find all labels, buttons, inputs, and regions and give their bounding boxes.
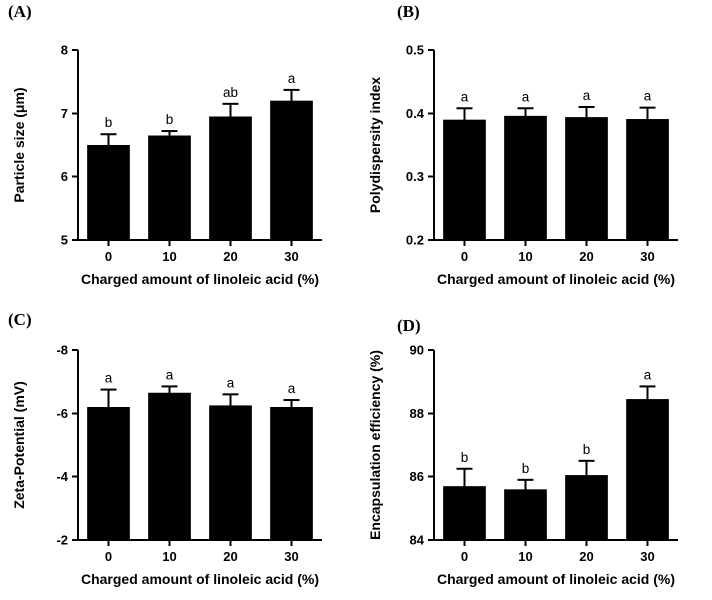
- x-tick-label: 20: [223, 549, 237, 564]
- sig-letter: a: [105, 371, 113, 386]
- y-tick-label: 84: [410, 533, 425, 548]
- x-tick-label: 30: [640, 549, 654, 564]
- bar-0: [87, 407, 130, 540]
- chart-polydispersity-index: 0.2 0.3 0.4 0.5 a 0 a 10 a 20 a 30 Charged amount of…: [367, 43, 678, 287]
- chart-encapsulation-efficiency: 84 86 88 90 b 0 b 10 b 20 a 30 Charged amount of lin…: [367, 343, 678, 587]
- bar-0: [443, 119, 486, 240]
- x-tick-label: 10: [162, 549, 176, 564]
- x-tick-label: 0: [105, 549, 112, 564]
- y-tick-label: 0.2: [406, 233, 424, 248]
- y-axis-title: Polydispersity index: [367, 77, 383, 213]
- panel-label-a: (A): [8, 2, 32, 21]
- sig-letter: a: [227, 375, 235, 390]
- panel-zeta-potential: (C) -2 -4 -6 -8 a 0 a 10 a 20 a 30 Charged amount of…: [0, 300, 356, 600]
- x-tick-label: 0: [461, 249, 468, 264]
- y-tick-label: 0.4: [406, 106, 425, 121]
- x-axis-title: Charged amount of linoleic acid (%): [81, 271, 319, 287]
- y-tick-label: 8: [61, 43, 68, 58]
- x-tick-label: 0: [105, 249, 112, 264]
- sig-letter: a: [288, 71, 296, 86]
- bar-30: [626, 119, 669, 240]
- chart-zeta-potential: -2 -4 -6 -8 a 0 a 10 a 20 a 30 Charged amount of lin…: [11, 343, 322, 587]
- sig-letter: b: [461, 450, 469, 465]
- y-tick-label: 7: [61, 106, 68, 121]
- panel-label-c: (C): [8, 310, 32, 329]
- x-tick-label: 30: [640, 249, 654, 264]
- sig-letter: a: [461, 89, 469, 104]
- panel-label-b: (B): [397, 2, 420, 21]
- bar-20: [565, 117, 608, 240]
- y-axis-title: Encapsulation efficiency (%): [367, 350, 383, 540]
- bar-0: [87, 145, 130, 240]
- y-tick-label: 0.3: [406, 169, 424, 184]
- x-tick-label: 0: [461, 549, 468, 564]
- y-tick-label: 6: [61, 169, 68, 184]
- bar-20: [565, 475, 608, 540]
- x-axis-title: Charged amount of linoleic acid (%): [81, 571, 319, 587]
- bar-10: [504, 115, 547, 240]
- bar-10: [148, 135, 191, 240]
- x-tick-label: 30: [284, 249, 298, 264]
- bar-30: [270, 407, 313, 540]
- y-axis-title: Zeta-Potential (mV): [11, 381, 27, 509]
- bar-20: [209, 405, 252, 540]
- sig-letter: b: [166, 112, 174, 127]
- y-tick-label: 86: [410, 469, 424, 484]
- y-tick-label: -6: [56, 406, 68, 421]
- x-axis-title: Charged amount of linoleic acid (%): [437, 571, 675, 587]
- sig-letter: a: [166, 367, 174, 382]
- y-tick-label: -4: [56, 469, 68, 484]
- bar-30: [270, 100, 313, 241]
- y-tick-label: -2: [56, 533, 68, 548]
- panel-particle-size: (A) 5 6 7 8 b 0 b 10 ab 20 a 30 Charged amount of li…: [0, 0, 356, 300]
- y-tick-label: 5: [61, 233, 68, 248]
- sig-letter: b: [522, 461, 530, 476]
- sig-letter: a: [644, 89, 652, 104]
- y-tick-label: 90: [410, 343, 424, 358]
- x-tick-label: 30: [284, 549, 298, 564]
- y-tick-label: 0.5: [406, 43, 424, 58]
- y-tick-label: 88: [410, 406, 424, 421]
- panel-polydispersity-index: (B) 0.2 0.3 0.4 0.5 a 0 a 10 a 20 a 30 Charged amoun…: [356, 0, 712, 300]
- bar-20: [209, 116, 252, 240]
- y-axis-title: Particle size (μm): [11, 87, 27, 202]
- bar-30: [626, 399, 669, 540]
- sig-letter: a: [583, 88, 591, 103]
- sig-letter: ab: [223, 85, 238, 100]
- bar-0: [443, 486, 486, 540]
- sig-letter: a: [522, 89, 530, 104]
- bar-10: [148, 392, 191, 540]
- panel-encapsulation-efficiency: (D) 84 86 88 90 b 0 b 10 b 20 a 30 Charged amount of…: [356, 300, 712, 600]
- x-tick-label: 20: [579, 549, 593, 564]
- x-tick-label: 10: [162, 249, 176, 264]
- sig-letter: a: [288, 381, 296, 396]
- chart-particle-size: 5 6 7 8 b 0 b 10 ab 20 a 30 Charged amount of linole…: [11, 43, 322, 287]
- bar-10: [504, 489, 547, 540]
- x-tick-label: 20: [579, 249, 593, 264]
- x-tick-label: 10: [518, 549, 532, 564]
- x-tick-label: 20: [223, 249, 237, 264]
- y-tick-label: -8: [56, 343, 68, 358]
- x-tick-label: 10: [518, 249, 532, 264]
- sig-letter: b: [583, 442, 591, 457]
- x-axis-title: Charged amount of linoleic acid (%): [437, 271, 675, 287]
- sig-letter: a: [644, 367, 652, 382]
- panel-label-d: (D): [397, 316, 421, 335]
- sig-letter: b: [105, 115, 113, 130]
